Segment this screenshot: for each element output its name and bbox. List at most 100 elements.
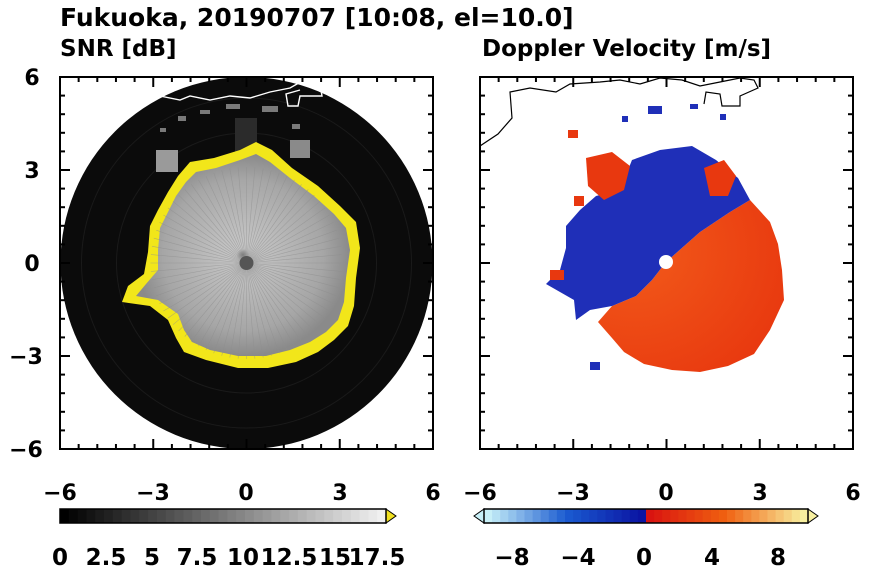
snr-colorbar-cell xyxy=(86,509,96,523)
velocity-coastline xyxy=(480,77,759,147)
velocity-colorbar-cell xyxy=(783,509,793,523)
velocity-colorbar-cell xyxy=(500,509,509,523)
snr-streak xyxy=(205,175,247,264)
snr-streak xyxy=(246,175,288,264)
velocity-colorbar-cell xyxy=(621,509,631,523)
snr-colorbar-cell xyxy=(174,509,184,523)
snr-colorbar-cell xyxy=(192,509,202,523)
snr-colorbar-cell xyxy=(368,509,378,523)
snr-colorbar-cell xyxy=(245,509,255,523)
snr-streak xyxy=(246,214,330,264)
snr-streak xyxy=(246,262,334,304)
snr-streak xyxy=(159,222,247,264)
snr-streak xyxy=(246,237,340,264)
velocity-colorbar-cell xyxy=(662,509,671,523)
velocity-colorbar-cell xyxy=(686,509,695,523)
velocity-colorbar-cell xyxy=(710,509,720,523)
snr-radial-streaks xyxy=(150,167,343,359)
velocity-panel-title: Doppler Velocity [m/s] xyxy=(482,36,771,62)
snr-streak xyxy=(246,170,272,264)
velocity-colorbar-cell xyxy=(532,509,542,523)
velocity-colorbar-label: −8 xyxy=(494,545,529,570)
snr-streak xyxy=(246,229,337,264)
snr-colorbar-label: 7.5 xyxy=(177,545,218,570)
velocity-colorbar-cell xyxy=(484,509,493,523)
velocity-receding-region xyxy=(598,200,784,372)
snr-colorbar-label: 12.5 xyxy=(261,545,318,570)
snr-colorbar-cell xyxy=(104,509,114,523)
snr-streak xyxy=(246,262,256,359)
snr-streak xyxy=(221,262,247,356)
velocity-colorbar-cell xyxy=(727,509,736,523)
velocity-xtick-label: 6 xyxy=(845,481,860,506)
snr-colorbar-label: 2.5 xyxy=(86,545,127,570)
snr-streak xyxy=(246,179,295,264)
velocity-colorbar-cell xyxy=(654,509,663,523)
snr-colorbar-label: 5 xyxy=(144,545,160,570)
snr-colorbar-cell xyxy=(77,509,87,523)
snr-xtick-label: 3 xyxy=(332,481,347,506)
velocity-colorbar-cell xyxy=(540,509,550,523)
snr-streak xyxy=(246,262,280,354)
velocity-colorbar-cell xyxy=(678,509,687,523)
velocity-colorbar-cell xyxy=(516,509,525,523)
snr-streak xyxy=(184,189,247,264)
snr-streak xyxy=(246,246,342,264)
snr-colorbar-cell xyxy=(236,509,246,523)
snr-streak xyxy=(246,262,264,358)
snr-colorbar-cell xyxy=(156,509,167,523)
snr-streak xyxy=(237,167,247,264)
snr-streak xyxy=(246,262,321,325)
snr-streak xyxy=(178,194,247,264)
snr-streak xyxy=(156,229,247,264)
snr-colorbar-frame xyxy=(59,508,387,524)
snr-streak xyxy=(229,262,247,358)
velocity-colorbar-cell xyxy=(694,509,704,523)
snr-colorbar-cell xyxy=(130,509,140,523)
snr-streak xyxy=(246,254,343,264)
snr-colorbar-cell xyxy=(280,509,290,523)
snr-streak xyxy=(198,262,247,347)
snr-northern-echoes xyxy=(156,104,310,172)
snr-streak xyxy=(246,168,264,264)
snr-streak xyxy=(184,262,247,337)
snr-colorbar-cell xyxy=(227,509,237,523)
snr-streak xyxy=(159,262,247,304)
snr-colorbar-cell xyxy=(68,509,79,523)
snr-streak xyxy=(246,262,309,337)
snr-colorbar-cell xyxy=(121,509,131,523)
velocity-colorbar-cell xyxy=(646,509,655,523)
snr-colorbar-cell xyxy=(200,509,211,523)
snr-streak xyxy=(246,262,295,347)
snr-xtick-label: 6 xyxy=(425,481,440,506)
snr-coastline xyxy=(159,79,323,107)
snr-radar-site xyxy=(239,256,254,270)
snr-streak xyxy=(246,262,330,312)
velocity-colorbar-cell xyxy=(548,509,558,523)
snr-colorbar-cell xyxy=(95,509,105,523)
velocity-colorbar-label: 8 xyxy=(770,545,786,570)
snr-streak xyxy=(246,172,280,264)
snr-field xyxy=(60,77,433,449)
snr-streak xyxy=(191,184,247,264)
snr-colorbar-cell xyxy=(60,509,70,523)
velocity-xtick-label: −6 xyxy=(463,481,497,506)
velocity-colorbar-cell xyxy=(767,509,776,523)
velocity-colorbar-cell xyxy=(524,509,533,523)
snr-colorbar-cell xyxy=(324,509,334,523)
snr-colorbar-cell xyxy=(306,509,316,523)
velocity-colorbar-cell xyxy=(565,509,574,523)
velocity-colorbar-cell xyxy=(581,509,590,523)
snr-streak xyxy=(246,262,343,272)
snr-streak xyxy=(153,237,247,264)
snr-colorbar-cell xyxy=(359,509,369,523)
snr-streak xyxy=(150,254,247,264)
snr-colorbar-cell xyxy=(139,509,149,523)
snr-colorbar-cell xyxy=(350,509,360,523)
velocity-colorbar-under-arrow xyxy=(473,508,485,524)
snr-colorbar-cell xyxy=(333,509,343,523)
snr-panel-title: SNR [dB] xyxy=(60,36,177,62)
snr-colorbar-cell xyxy=(262,509,272,523)
velocity-colorbar-cell xyxy=(751,509,760,523)
velocity-red-patches xyxy=(550,130,736,280)
